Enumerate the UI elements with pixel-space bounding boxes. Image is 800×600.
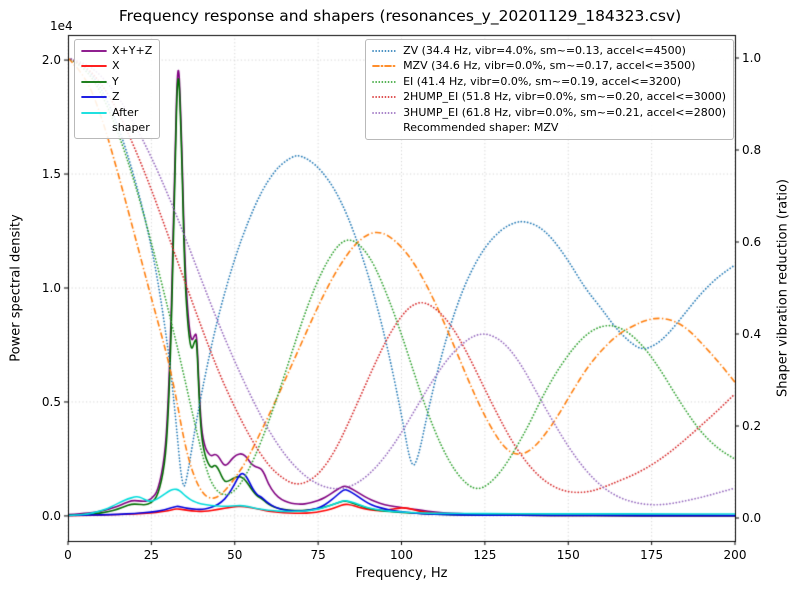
x-tick-label: 150 (556, 548, 580, 562)
legend-item-2hump-ei: 2HUMP_EI (51.8 Hz, vibr=0.0%, sm~=0.20, … (372, 89, 726, 104)
y-right-tick-label: 0.4 (742, 327, 762, 341)
legend-item-zv: ZV (34.4 Hz, vibr=4.0%, sm~=0.13, accel<… (372, 43, 726, 58)
recommended-shaper-note: Recommended shaper: MZV (403, 120, 559, 134)
legend-line-icon (372, 111, 398, 114)
legend-label: 2HUMP_EI (51.8 Hz, vibr=0.0%, sm~=0.20, … (403, 90, 726, 104)
y-right-tick-label: 1.0 (742, 51, 762, 65)
legend-label: MZV (34.6 Hz, vibr=0.0%, sm~=0.17, accel… (403, 59, 696, 73)
x-tick-label: 50 (227, 548, 243, 562)
x-tick-label: 75 (310, 548, 326, 562)
x-tick-label: 100 (390, 548, 413, 562)
x-tick-label: 0 (64, 548, 72, 562)
x-tick-label: 25 (143, 548, 160, 562)
legend-line-icon (372, 65, 398, 68)
legend-item-y: Y (81, 74, 152, 89)
x-tick-label: 125 (473, 548, 497, 562)
y-right-tick-label: 0.8 (742, 143, 762, 157)
legend-label: ZV (34.4 Hz, vibr=4.0%, sm~=0.13, accel<… (403, 44, 686, 57)
legend-label: 3HUMP_EI (61.8 Hz, vibr=0.0%, sm~=0.21, … (403, 105, 726, 119)
legend-line-icon (81, 65, 107, 68)
x-tick-label: 200 (723, 548, 747, 562)
y-left-tick-label: 2.0 (41, 53, 61, 68)
legend-item-z: Z (81, 89, 152, 104)
legend-item-x-y-z: X+Y+Z (81, 43, 152, 58)
legend-item-after-shaper: After shaper (81, 105, 152, 136)
legend-label: EI (41.4 Hz, vibr=0.0%, sm~=0.19, accel<… (403, 74, 682, 88)
y-left-tick-label: 1.0 (41, 281, 61, 295)
legend-line-icon (81, 111, 107, 114)
y-axis-offset-label: 1e4 (50, 19, 73, 33)
legend-label: Y (112, 74, 119, 88)
y-axis-left-label: Power spectral density (8, 214, 24, 362)
legend-label: X (112, 59, 120, 73)
legend-item-3hump-ei: 3HUMP_EI (61.8 Hz, vibr=0.0%, sm~=0.21, … (372, 105, 726, 120)
legend-line-icon (372, 80, 398, 83)
legend-item-ei: EI (41.4 Hz, vibr=0.0%, sm~=0.19, accel<… (372, 74, 726, 89)
legend-label: X+Y+Z (112, 44, 153, 57)
legend-line-icon (81, 80, 107, 83)
legend-item-mzv: MZV (34.6 Hz, vibr=0.0%, sm~=0.17, accel… (372, 58, 726, 73)
legend-label: Z (112, 90, 120, 104)
legend-psd: X+Y+Z X Y Z After shaper (74, 39, 161, 140)
y-left-tick-label: 0.5 (41, 394, 61, 409)
y-left-tick-label: 1.5 (41, 167, 61, 182)
y-right-tick-label: 0.0 (742, 511, 762, 525)
legend-item-x: X (81, 58, 152, 73)
y-axis-right-label: Shaper vibration reduction (ratio) (775, 179, 791, 397)
legend-line-icon (81, 50, 107, 52)
y-left-tick-label: 0.0 (41, 508, 61, 523)
y-right-tick-label: 0.2 (742, 419, 762, 433)
legend-line-icon (372, 50, 398, 52)
x-tick-label: 175 (640, 548, 664, 562)
chart-title: Frequency response and shapers (resonanc… (118, 7, 682, 25)
legend-line-icon (372, 96, 398, 99)
legend-label: After shaper (112, 105, 150, 134)
x-axis-label: Frequency, Hz (355, 566, 448, 581)
legend-line-icon (81, 96, 107, 99)
legend-shapers: ZV (34.4 Hz, vibr=4.0%, sm~=0.13, accel<… (365, 39, 734, 140)
y-right-tick-label: 0.6 (742, 235, 762, 249)
